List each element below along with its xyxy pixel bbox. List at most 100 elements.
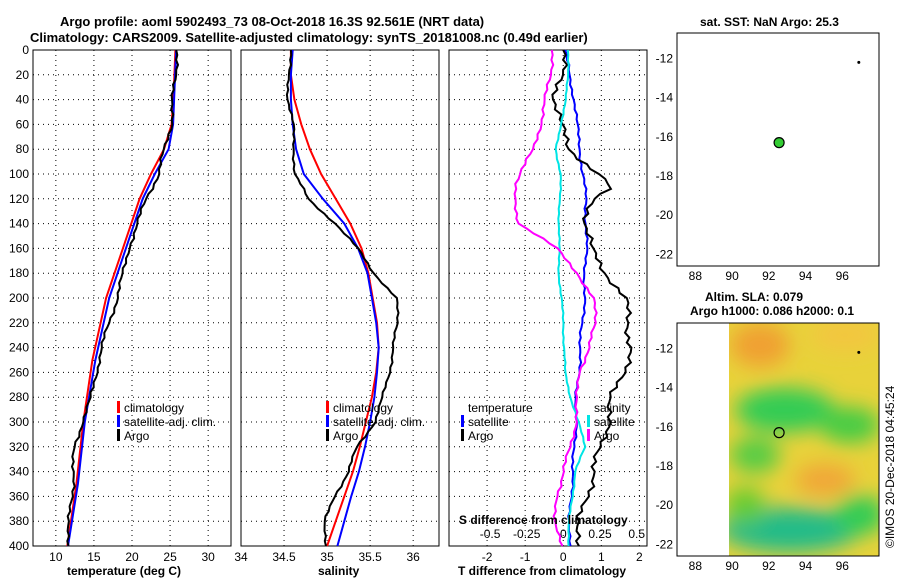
- x-tick-label: 36: [406, 550, 420, 564]
- argo-position-marker: [773, 137, 785, 149]
- x-tick-label: 25: [163, 550, 177, 564]
- legend-swatch-s-satellite: [587, 415, 590, 427]
- y-tick-label: 140: [9, 217, 29, 231]
- legend-argo: Argo: [124, 429, 150, 443]
- x-tick-label: 20: [125, 550, 139, 564]
- legend-t-argo: Argo: [468, 429, 494, 443]
- legend-swatch-climatology: [117, 401, 120, 413]
- legend-t-satellite: satellite: [468, 415, 509, 429]
- x-top-tick-label: 0: [560, 527, 567, 541]
- legend-climatology: climatology: [333, 401, 393, 415]
- y-tick-label: 80: [16, 142, 30, 156]
- y-tick-label: 240: [9, 341, 29, 355]
- map-x-tick-label: 94: [799, 559, 813, 573]
- y-tick-label: 340: [9, 465, 29, 479]
- profile-line: [289, 50, 380, 547]
- y-tick-label: 40: [16, 93, 30, 107]
- y-tick-label: 400: [9, 539, 29, 553]
- map-x-tick-label: 92: [762, 559, 776, 573]
- y-tick-label: 280: [9, 390, 29, 404]
- legend-satellite: satellite-adj. clim.: [124, 415, 216, 429]
- sst-map-panel: [676, 32, 880, 267]
- x-tick-label: 30: [201, 550, 215, 564]
- legend-climatology: climatology: [124, 401, 184, 415]
- map-y-tick-label: -12: [656, 51, 674, 65]
- map-x-tick-label: 96: [836, 269, 850, 283]
- profile-line: [285, 49, 400, 547]
- map-x-tick-label: 88: [689, 269, 703, 283]
- map-x-tick-label: 94: [799, 269, 813, 283]
- y-tick-label: 0: [22, 43, 29, 57]
- y-tick-label: 100: [9, 167, 29, 181]
- difference-xlabel: T difference from climatology: [458, 564, 626, 578]
- map-x-tick-label: 88: [689, 559, 703, 573]
- legend-title-temperature: temperature: [468, 401, 533, 415]
- profile-line: [66, 49, 180, 547]
- map-x-tick-label: 96: [836, 559, 850, 573]
- difference-top-xlabel: S difference from climatology: [459, 513, 628, 527]
- map-y-tick-label: -16: [656, 130, 674, 144]
- x-top-tick-label: -0.5: [480, 527, 501, 541]
- x-tick-label: -2: [482, 550, 493, 564]
- x-top-tick-label: -0.25: [513, 527, 541, 541]
- x-tick-label: 35.5: [358, 550, 382, 564]
- sst-map-title: sat. SST: NaN Argo: 25.3: [700, 15, 839, 29]
- map-y-tick-label: -20: [656, 208, 674, 222]
- x-top-tick-label: 0.25: [588, 527, 612, 541]
- legend-swatch-s-argo: [587, 429, 590, 441]
- map-y-tick-label: -12: [656, 341, 674, 355]
- difference-legend: temperature salinity satellite Argo sate…: [461, 401, 635, 443]
- x-tick-label: 15: [87, 550, 101, 564]
- map-y-tick-label: -20: [656, 498, 674, 512]
- sla-heatmap: [729, 323, 879, 556]
- legend-swatch-climatology: [326, 401, 329, 413]
- difference-panel: [448, 49, 648, 547]
- legend-title-salinity: salinity: [594, 401, 631, 415]
- profile-line: [67, 49, 178, 547]
- map-x-tick-label: 90: [725, 559, 739, 573]
- temperature-xlabel: temperature (deg C): [67, 564, 181, 578]
- title-line-2: Climatology: CARS2009. Satellite-adjuste…: [30, 30, 588, 45]
- legend-satellite: satellite-adj. clim.: [333, 415, 425, 429]
- y-tick-label: 320: [9, 440, 29, 454]
- y-tick-label: 260: [9, 365, 29, 379]
- salinity-xlabel: salinity: [318, 564, 360, 578]
- y-tick-label: 180: [9, 266, 29, 280]
- x-tick-label: 34: [234, 550, 248, 564]
- map-y-tick-label: -18: [656, 459, 674, 473]
- y-tick-label: 380: [9, 514, 29, 528]
- map-y-tick-label: -18: [656, 169, 674, 183]
- y-tick-label: 220: [9, 316, 29, 330]
- map-x-tick-label: 92: [762, 269, 776, 283]
- y-tick-label: 20: [16, 68, 30, 82]
- legend-swatch-satellite: [117, 415, 120, 427]
- map-y-tick-label: -14: [656, 381, 674, 395]
- x-top-tick-label: 0.5: [628, 527, 645, 541]
- y-tick-label: 160: [9, 241, 29, 255]
- legend-s-satellite: satellite: [594, 415, 635, 429]
- y-tick-label: 60: [16, 117, 30, 131]
- y-tick-label: 360: [9, 489, 29, 503]
- x-tick-label: 35: [320, 550, 334, 564]
- legend-swatch-satellite: [326, 415, 329, 427]
- x-tick-label: 0: [560, 550, 567, 564]
- profile-line: [289, 49, 380, 547]
- x-tick-label: 1: [598, 550, 605, 564]
- legend-argo: Argo: [333, 429, 359, 443]
- sla-map-frame: [676, 322, 880, 557]
- sla-map-title: Altim. SLA: 0.079: [705, 290, 803, 304]
- y-tick-label: 120: [9, 192, 29, 206]
- argo-position-marker: [773, 427, 785, 439]
- x-tick-label: 10: [49, 550, 63, 564]
- y-tick-label: 300: [9, 415, 29, 429]
- profile-line: [513, 49, 598, 547]
- profile-line: [564, 49, 589, 547]
- legend-swatch-argo: [326, 429, 329, 441]
- map-y-tick-label: -22: [656, 537, 674, 551]
- coast-point: [857, 350, 861, 354]
- salinity-legend: climatology satellite-adj. clim. Argo: [326, 401, 425, 443]
- x-tick-label: 34.5: [272, 550, 296, 564]
- map-x-tick-label: 90: [725, 269, 739, 283]
- x-tick-label: 2: [636, 550, 643, 564]
